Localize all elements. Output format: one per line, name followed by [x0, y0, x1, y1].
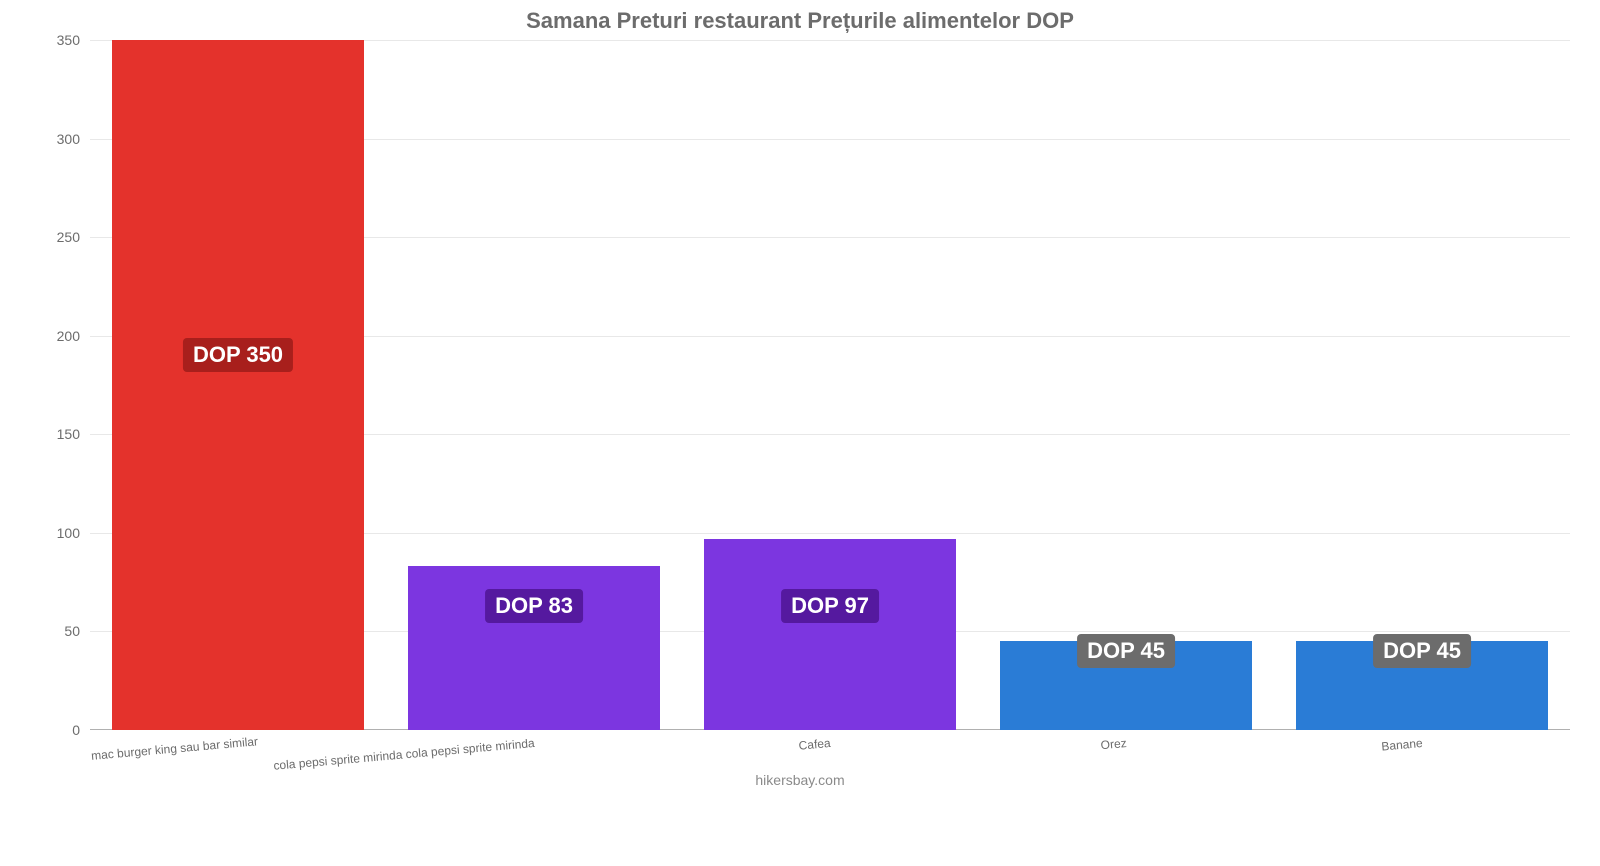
y-tick-label: 100: [57, 525, 80, 541]
chart-container: Samana Preturi restaurant Prețurile alim…: [0, 0, 1600, 800]
chart-title: Samana Preturi restaurant Prețurile alim…: [0, 8, 1600, 34]
y-tick-label: 350: [57, 32, 80, 48]
y-tick-label: 50: [64, 623, 80, 639]
y-tick-label: 200: [57, 328, 80, 344]
bar: [704, 539, 956, 730]
y-tick-label: 0: [72, 722, 80, 738]
bar: [112, 40, 364, 730]
x-tick-label: mac burger king sau bar similar: [91, 736, 240, 763]
bar-value-label: DOP 45: [1077, 634, 1175, 668]
y-tick-label: 150: [57, 426, 80, 442]
y-tick-label: 300: [57, 131, 80, 147]
chart-footer: hikersbay.com: [0, 772, 1600, 788]
bar-value-label: DOP 45: [1373, 634, 1471, 668]
bar-value-label: DOP 83: [485, 589, 583, 623]
bar-value-label: DOP 350: [183, 338, 293, 372]
plot-area: 050100150200250300350DOP 350mac burger k…: [90, 40, 1570, 730]
bar-value-label: DOP 97: [781, 589, 879, 623]
y-tick-label: 250: [57, 229, 80, 245]
